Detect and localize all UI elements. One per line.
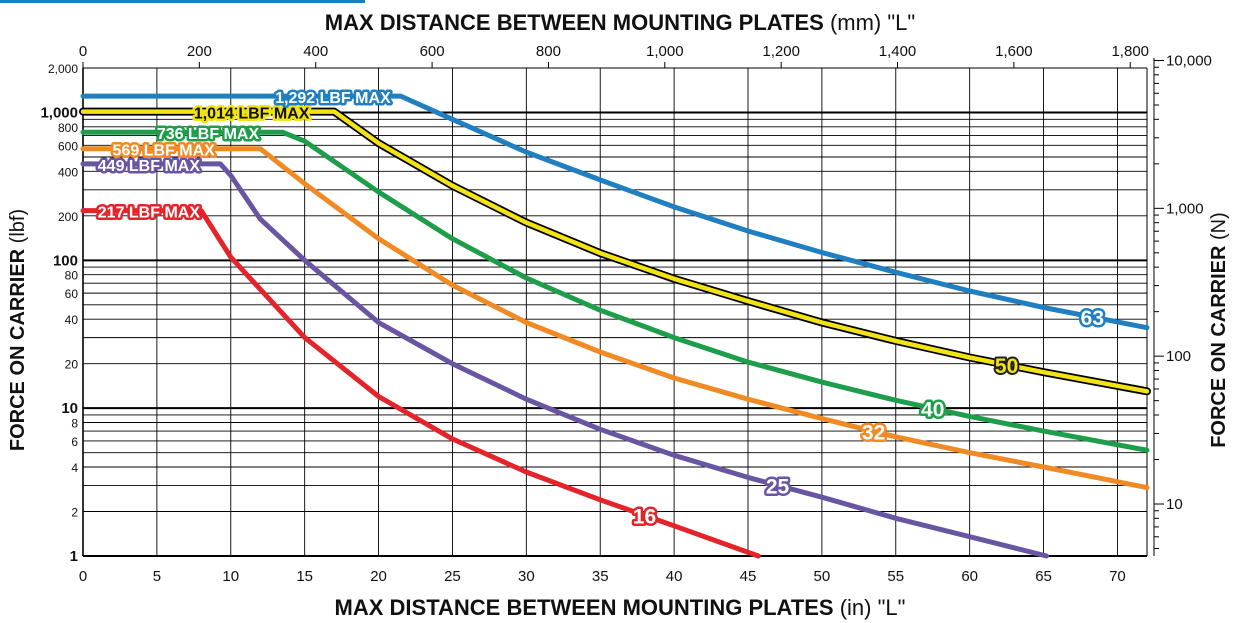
series-curves [79, 93, 1151, 559]
x-in-tick-label: 15 [296, 568, 313, 585]
top-axis-title: MAX DISTANCE BETWEEN MOUNTING PLATES (mm… [325, 10, 915, 35]
series-16-line [80, 208, 761, 559]
series-50-max-label: 1,014 LBF MAX [194, 106, 310, 123]
series-40-line [80, 129, 1150, 453]
series-63-line [80, 93, 1150, 331]
x-in-tick-label: 5 [153, 568, 161, 585]
series-25-number: 25 [766, 475, 790, 498]
x-mm-tick-label: 400 [303, 43, 328, 60]
y-lbf-tick-label: 40 [65, 313, 79, 327]
series-16-number: 16 [633, 505, 656, 528]
y-lbf-tick-label: 6 [71, 435, 78, 449]
axes: 0 5 10 15 20 25 30 35 40 45 50 55 60 65 70 0 200 400 600 80… [40, 43, 1211, 585]
x-in-tick-label: 0 [79, 568, 87, 585]
series-32-number: 32 [862, 421, 885, 444]
y-n-tick-label: 10,000 [1166, 52, 1212, 69]
y-n-tick-label: 10 [1166, 496, 1183, 513]
y-lbf-tick-label: 1 [70, 548, 78, 565]
bottom-axis-title: MAX DISTANCE BETWEEN MOUNTING PLATES (in… [335, 595, 906, 620]
x-in-tick-label: 25 [444, 568, 461, 585]
series-40-max-label: 736 LBF MAX [157, 126, 260, 143]
y-lbf-tick-label: 200 [58, 210, 78, 224]
x-in-tick-label: 35 [592, 568, 609, 585]
series-63-number: 63 [1081, 307, 1104, 330]
x-mm-tick-label: 800 [536, 43, 561, 60]
y-lbf-tick-label: 100 [53, 252, 78, 269]
x-in-tick-label: 45 [740, 568, 757, 585]
x-mm-tick-label: 1,200 [762, 43, 800, 60]
x-in-tick-label: 40 [666, 568, 683, 585]
y-lbf-tick-label: 10 [61, 400, 78, 417]
x-in-tick-label: 55 [887, 568, 904, 585]
series-25-line [80, 161, 1049, 559]
x-in-tick-label: 70 [1109, 568, 1126, 585]
x-mm-tick-label: 600 [420, 43, 445, 60]
series-25-max-label: 449 LBF MAX [98, 158, 201, 175]
y-n-tick-label: 1,000 [1166, 200, 1204, 217]
y-lbf-tick-label: 80 [65, 269, 79, 283]
x-mm-tick-label: 200 [187, 43, 212, 60]
x-mm-tick-label: 1,400 [879, 43, 917, 60]
y-lbf-tick-label: 4 [71, 461, 78, 475]
x-mm-tick-label: 1,000 [646, 43, 684, 60]
series-32-max-label: 569 LBF MAX [113, 143, 216, 160]
series-50-outline [79, 107, 1151, 396]
y-lbf-tick-label: 400 [58, 165, 78, 179]
y-n-tick-label: 100 [1166, 348, 1191, 365]
y-lbf-tick-label: 60 [65, 287, 79, 301]
x-mm-tick-label: 1,800 [1111, 43, 1149, 60]
x-in-tick-label: 30 [518, 568, 535, 585]
y-lbf-tick-label: 800 [58, 121, 78, 135]
x-in-tick-label: 10 [222, 568, 239, 585]
series-labels: 16 217 LBF MAX 25 449 LBF MAX 32 569 LBF MAX 4… [95, 88, 1106, 531]
series-63-max-label: 1,292 LBF MAX [275, 90, 391, 107]
x-in-tick-label: 60 [961, 568, 978, 585]
series-16-max-label: 217 LBF MAX [98, 205, 201, 222]
series-40-number: 40 [921, 398, 944, 421]
series-32-line [80, 146, 1150, 491]
y-lbf-tick-label: 2,000 [48, 62, 78, 76]
top-accent-bar [0, 0, 365, 3]
x-in-tick-label: 20 [370, 568, 387, 585]
series-50-number: 50 [995, 355, 1018, 378]
x-in-tick-label: 65 [1035, 568, 1052, 585]
y-lbf-tick-label: 8 [71, 416, 78, 430]
y-lbf-tick-label: 20 [65, 358, 79, 372]
x-mm-tick-label: 0 [79, 43, 87, 60]
right-axis-title: FORCE ON CARRIER (N) [1208, 212, 1230, 448]
x-in-tick-label: 50 [814, 568, 831, 585]
left-axis-title: FORCE ON CARRIER (lbf) [7, 209, 29, 451]
x-mm-tick-label: 1,600 [995, 43, 1033, 60]
y-lbf-tick-label: 600 [58, 139, 78, 153]
y-lbf-tick-label: 1,000 [40, 105, 78, 122]
series-50-line [80, 109, 1150, 394]
y-lbf-tick-label: 2 [71, 505, 78, 519]
